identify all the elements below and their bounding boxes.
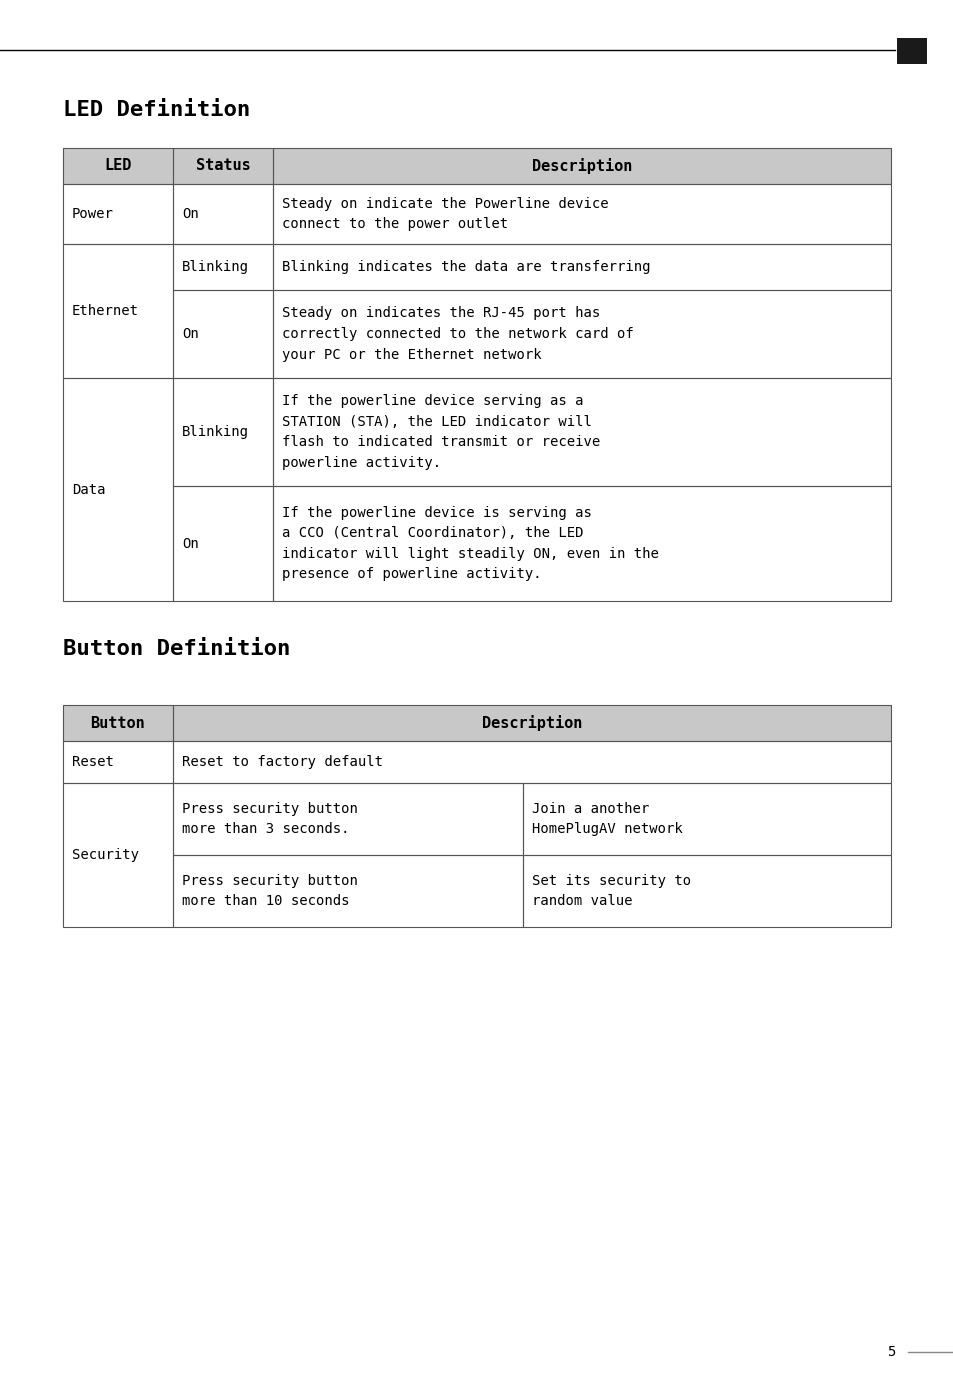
Bar — [63, 148, 172, 184]
Text: Button: Button — [91, 716, 145, 731]
Bar — [522, 783, 890, 855]
Bar — [172, 486, 273, 601]
Bar — [63, 184, 172, 244]
Bar — [273, 291, 890, 378]
Bar — [172, 378, 273, 486]
Text: Description: Description — [481, 716, 581, 731]
Bar — [63, 244, 172, 378]
Bar — [63, 783, 172, 927]
Bar — [273, 244, 890, 291]
Bar — [896, 37, 926, 64]
Bar — [172, 244, 273, 291]
Text: Security: Security — [71, 848, 139, 862]
Text: Data: Data — [71, 483, 106, 497]
Bar — [273, 184, 890, 244]
Text: On: On — [182, 208, 198, 221]
Text: Status: Status — [195, 159, 250, 173]
Bar — [172, 740, 890, 783]
Text: If the powerline device serving as a
STATION (STA), the LED indicator will
flash: If the powerline device serving as a STA… — [282, 394, 599, 471]
Text: Reset: Reset — [71, 756, 113, 770]
Bar — [273, 148, 890, 184]
Text: Reset to factory default: Reset to factory default — [182, 756, 382, 770]
Bar — [522, 855, 890, 927]
Text: Blinking: Blinking — [182, 260, 249, 274]
Text: 5: 5 — [885, 1345, 894, 1359]
Bar — [273, 148, 890, 184]
Text: LED: LED — [104, 159, 132, 173]
Bar — [172, 184, 273, 244]
Bar — [63, 740, 172, 783]
Text: Steady on indicates the RJ-45 port has
correctly connected to the network card o: Steady on indicates the RJ-45 port has c… — [282, 306, 633, 361]
Text: Button Definition: Button Definition — [63, 639, 290, 659]
Bar — [172, 704, 890, 740]
Text: LED Definition: LED Definition — [63, 100, 250, 120]
Bar — [273, 486, 890, 601]
Bar — [172, 783, 522, 855]
Text: Set its security to
random value: Set its security to random value — [532, 873, 690, 908]
Bar — [172, 148, 273, 184]
Bar — [172, 148, 273, 184]
Bar — [273, 378, 890, 486]
Bar — [172, 855, 522, 927]
Bar — [172, 704, 890, 740]
Text: Ethernet: Ethernet — [71, 304, 139, 318]
Bar — [63, 704, 172, 740]
Text: Press security button
more than 10 seconds: Press security button more than 10 secon… — [182, 873, 357, 908]
Text: On: On — [182, 537, 198, 551]
Text: On: On — [182, 327, 198, 340]
Bar — [63, 378, 172, 601]
Text: Join a another
HomePlugAV network: Join a another HomePlugAV network — [532, 801, 682, 836]
Bar — [172, 291, 273, 378]
Text: Press security button
more than 3 seconds.: Press security button more than 3 second… — [182, 801, 357, 836]
Text: Power: Power — [71, 208, 113, 221]
Bar — [63, 704, 172, 740]
Bar — [63, 148, 172, 184]
Text: Blinking indicates the data are transferring: Blinking indicates the data are transfer… — [282, 260, 650, 274]
Text: Blinking: Blinking — [182, 425, 249, 439]
Text: Steady on indicate the Powerline device
connect to the power outlet: Steady on indicate the Powerline device … — [282, 197, 608, 231]
Text: Description: Description — [531, 158, 632, 174]
Text: If the powerline device is serving as
a CCO (Central Coordinator), the LED
indic: If the powerline device is serving as a … — [282, 505, 659, 581]
